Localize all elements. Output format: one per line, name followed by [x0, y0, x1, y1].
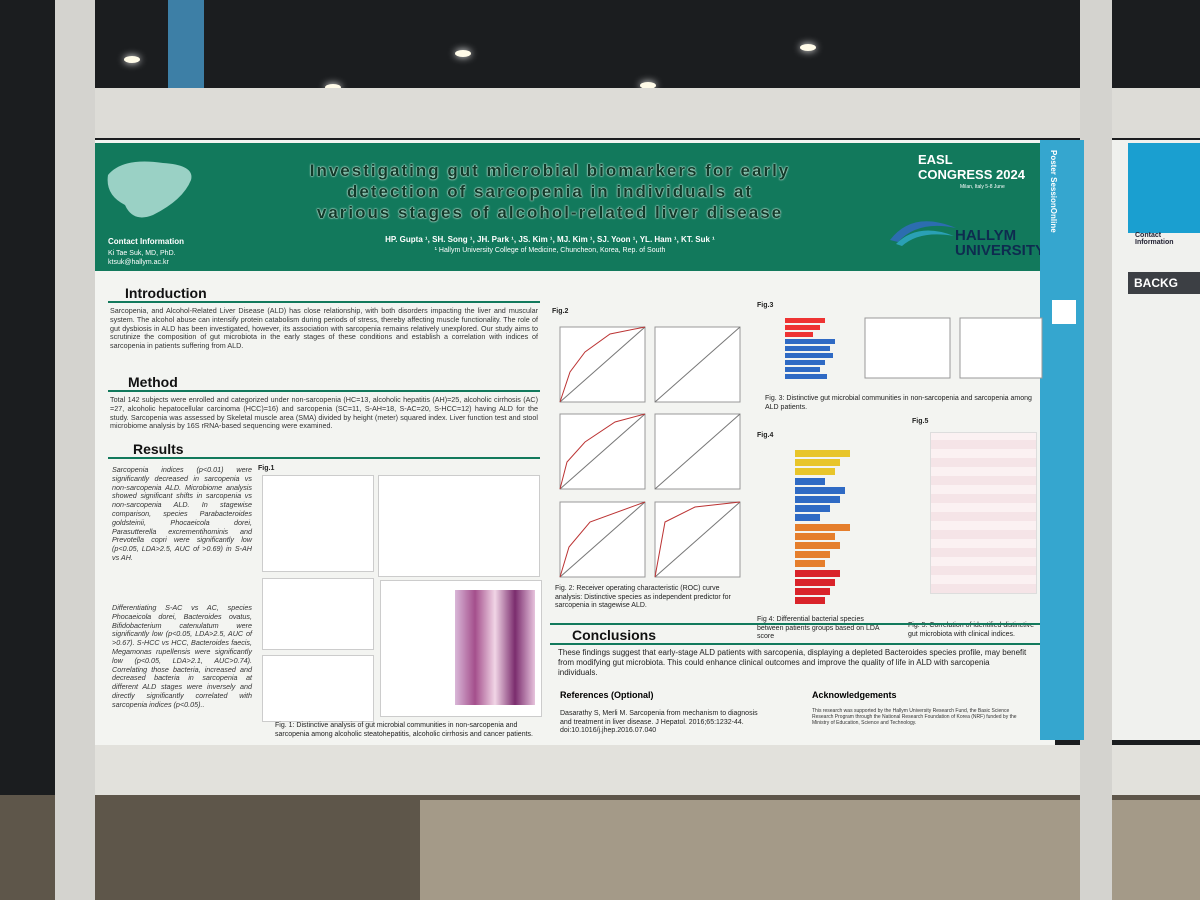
section-heading: Introduction	[125, 285, 207, 301]
affiliation: ¹ Hallym University College of Medicine,…	[434, 247, 666, 254]
congress-place: Milan, Italy 5-8 June	[960, 184, 1005, 190]
poster-title: Investigating gut microbial biomarkers f…	[200, 160, 900, 223]
figure-panel	[262, 475, 374, 572]
contact-line: Ki Tae Suk, MD, PhD.	[108, 250, 176, 257]
section-heading: Results	[133, 441, 184, 457]
title-line: Investigating gut microbial biomarkers f…	[309, 161, 791, 180]
acknowledgement: This research was supported by the Hally…	[812, 708, 1017, 726]
rule	[108, 390, 540, 392]
correlation-heatmap	[930, 432, 1037, 594]
floor-tile	[420, 800, 1200, 900]
frame-pole	[55, 0, 95, 900]
section-heading: References (Optional)	[560, 690, 654, 700]
results-text: Sarcopenia indices (p<0.01) were signifi…	[112, 465, 252, 562]
rule	[108, 301, 540, 303]
ceiling-light	[640, 82, 656, 89]
ceiling-light	[800, 44, 816, 51]
figure-label: Fig.3	[757, 302, 774, 309]
results-text: Differentiating S-AC vs AC, species Phoc…	[112, 603, 252, 709]
liver-logo	[107, 161, 192, 218]
ceiling-light	[124, 56, 140, 63]
frame-pole	[1080, 0, 1112, 900]
section-text: Total 142 subjects were enrolled and cat…	[110, 395, 538, 431]
qr-code	[1052, 300, 1076, 324]
title-line: detection of sarcopenia in individuals a…	[346, 182, 753, 201]
figure-label: Fig.2	[552, 308, 569, 315]
next-poster	[1112, 140, 1200, 740]
frame-bottom	[1112, 745, 1200, 795]
university: HALLYM UNIVERSITY	[955, 227, 1046, 259]
figure-caption: Fig. 1: Distinctive analysis of gut micr…	[275, 722, 533, 738]
next-section-heading: BACKG	[1128, 272, 1200, 294]
rule	[108, 457, 540, 459]
lda-bars	[795, 450, 850, 604]
contact-heading: Contact Information	[108, 237, 184, 246]
figure-label: Fig.4	[757, 432, 774, 439]
contact-line: ktsuk@hallym.ac.kr	[108, 259, 169, 266]
figure-label: Fig.1	[258, 465, 275, 472]
figure-caption: Fig. 5: Correlation of identified distin…	[908, 622, 1035, 638]
section-heading: Method	[128, 374, 178, 390]
ceiling-light	[325, 84, 341, 91]
frame-bottom	[95, 745, 1080, 795]
section-text: Sarcopenia, and Alcohol-Related Liver Di…	[110, 306, 538, 351]
rule	[550, 623, 1040, 625]
side-strip	[1040, 140, 1084, 740]
figure-label: Fig.5	[912, 418, 929, 425]
figure-panel	[262, 578, 374, 650]
figure-panel	[378, 475, 540, 577]
heatmap	[455, 590, 535, 705]
side-strip-label: Poster SessionOnline	[1049, 150, 1058, 233]
banner	[168, 0, 204, 105]
section-text: These findings suggest that early-stage …	[558, 648, 1027, 677]
figure-caption: Fig 4: Differential bacterial species be…	[757, 616, 880, 640]
figure-caption: Fig. 2: Receiver operating characteristi…	[555, 585, 731, 609]
ceiling-light	[455, 50, 471, 57]
figure-caption: Fig. 3: Distinctive gut microbial commun…	[765, 395, 1032, 411]
section-heading: Acknowledgements	[812, 690, 897, 700]
title-line: various stages of alcohol-related liver …	[316, 203, 784, 222]
university-logo	[890, 221, 956, 246]
frame-top	[55, 88, 1200, 138]
next-poster-header	[1128, 143, 1200, 233]
section-heading: Conclusions	[572, 627, 657, 643]
figure-panel	[262, 655, 374, 722]
lda-mini	[785, 317, 1043, 379]
congress: EASL CONGRESS 2024	[918, 152, 1025, 182]
reference: Dasarathy S, Merli M. Sarcopenia from me…	[560, 710, 758, 734]
rule	[550, 643, 1040, 645]
authors: HP. Gupta ¹, SH. Song ¹, JH. Park ¹, JS.…	[385, 235, 715, 244]
poster-header	[95, 143, 1055, 271]
roc-grid	[559, 326, 741, 578]
next-contact-heading: Contact Information	[1135, 232, 1174, 246]
